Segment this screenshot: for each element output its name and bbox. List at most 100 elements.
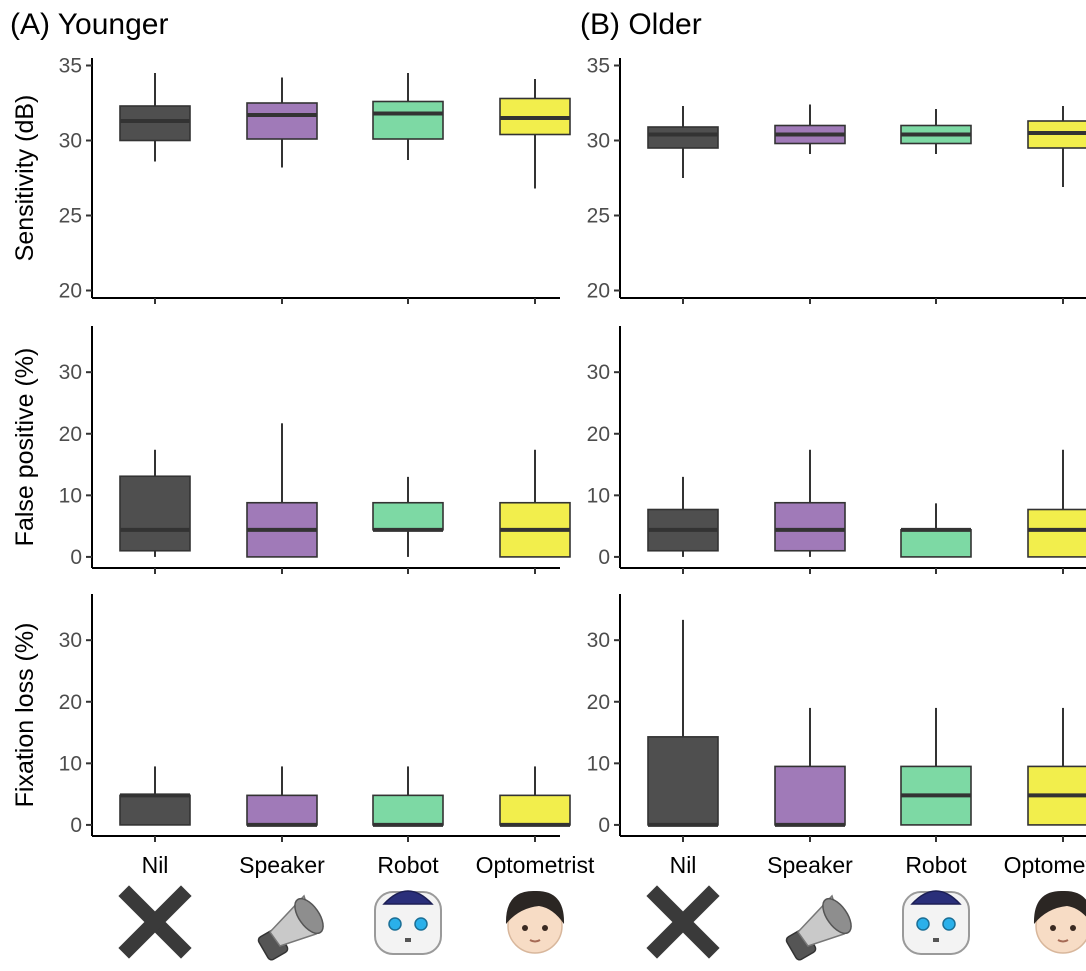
person-icon bbox=[1033, 890, 1086, 954]
box-optometrist bbox=[499, 449, 571, 558]
speaker-icon bbox=[257, 894, 324, 961]
box-body bbox=[119, 794, 191, 826]
box-body bbox=[647, 736, 719, 826]
box-body bbox=[774, 765, 846, 826]
person-hair bbox=[505, 890, 565, 924]
box-nil bbox=[647, 619, 719, 827]
plot-area: Sensitivity (dB) 20 25 30 35 20 25 30 35 False po… bbox=[11, 55, 1086, 878]
box-body bbox=[372, 501, 444, 531]
y-tick-label: 25 bbox=[587, 205, 610, 228]
category-label-robot: Robot bbox=[377, 852, 439, 878]
box-body bbox=[774, 501, 846, 552]
person-eye bbox=[522, 925, 528, 931]
speaker-rim bbox=[822, 897, 852, 935]
box-robot bbox=[900, 503, 972, 558]
robot-cap bbox=[910, 890, 962, 905]
y-tick-label: 0 bbox=[598, 546, 610, 569]
box-speaker bbox=[774, 449, 846, 557]
x-mark-stroke bbox=[118, 885, 192, 959]
box-nil bbox=[647, 106, 719, 178]
box-body bbox=[119, 105, 191, 142]
category-label-optometrist: Optometrist bbox=[476, 852, 595, 878]
y-tick-label: 0 bbox=[70, 814, 82, 837]
panel-r1-c1: 0 10 20 30 bbox=[587, 326, 1086, 574]
category-label-nil: Nil bbox=[670, 852, 697, 878]
box-body bbox=[246, 102, 318, 140]
y-tick-label: 0 bbox=[70, 546, 82, 569]
y-tick-label: 10 bbox=[59, 484, 82, 507]
box-optometrist bbox=[1027, 707, 1086, 826]
robot-mouth bbox=[405, 938, 411, 942]
y-tick-label: 20 bbox=[59, 691, 82, 714]
speaker-rim bbox=[294, 897, 324, 935]
box-speaker bbox=[246, 766, 318, 827]
y-tick-label: 30 bbox=[587, 361, 610, 384]
person-eye bbox=[1070, 925, 1076, 931]
box-body bbox=[499, 794, 571, 826]
robot-eye bbox=[388, 917, 402, 931]
box-robot bbox=[900, 707, 972, 826]
box-optometrist bbox=[1027, 449, 1086, 558]
panel-title-older: (B) Older bbox=[580, 8, 702, 41]
y-axis-label: Sensitivity (dB) bbox=[11, 95, 39, 262]
y-tick-label: 25 bbox=[59, 205, 82, 228]
x-mark-stroke bbox=[646, 885, 720, 959]
panel-r0-c1: 20 25 30 35 bbox=[587, 55, 1086, 304]
box-robot bbox=[372, 476, 444, 557]
person-eye bbox=[1050, 925, 1056, 931]
box-nil bbox=[119, 766, 191, 826]
panel-r0-c0: 20 25 30 35 bbox=[59, 55, 571, 304]
box-body bbox=[372, 100, 444, 140]
y-tick-label: 10 bbox=[587, 752, 610, 775]
box-speaker bbox=[246, 77, 318, 168]
box-body bbox=[372, 794, 444, 826]
speaker-icon bbox=[785, 894, 852, 961]
box-body bbox=[900, 529, 972, 558]
box-optometrist bbox=[499, 79, 571, 189]
person-hair bbox=[1033, 890, 1086, 924]
robot-eye bbox=[942, 917, 956, 931]
y-tick-label: 35 bbox=[587, 55, 610, 78]
box-nil bbox=[119, 73, 191, 162]
y-tick-label: 20 bbox=[587, 423, 610, 446]
panel-title-younger: (A) Younger bbox=[10, 8, 168, 41]
y-tick-label: 30 bbox=[59, 629, 82, 652]
box-body bbox=[647, 126, 719, 149]
robot-cap bbox=[382, 890, 434, 905]
y-tick-label: 0 bbox=[598, 814, 610, 837]
robot-eye bbox=[916, 917, 930, 931]
y-tick-label: 30 bbox=[59, 130, 82, 153]
person-mouth bbox=[529, 939, 541, 943]
box-nil bbox=[647, 476, 719, 557]
box-robot bbox=[372, 766, 444, 827]
box-speaker bbox=[774, 707, 846, 827]
box-robot bbox=[372, 73, 444, 160]
box-body bbox=[246, 794, 318, 826]
y-axis-label: False positive (%) bbox=[11, 348, 39, 547]
category-label-optometrist: Optometrist bbox=[1004, 852, 1086, 878]
box-optometrist bbox=[499, 766, 571, 827]
category-label-nil: Nil bbox=[142, 852, 169, 878]
x-mark-icon bbox=[646, 885, 720, 959]
x-mark-icon bbox=[118, 885, 192, 959]
person-mouth bbox=[1057, 939, 1069, 943]
box-body bbox=[1027, 508, 1086, 558]
y-tick-label: 30 bbox=[587, 130, 610, 153]
panel-r2-c0: 0 10 20 30 Nil Speaker Robot Optometrist bbox=[59, 594, 595, 878]
box-speaker bbox=[774, 104, 846, 154]
y-tick-label: 20 bbox=[59, 423, 82, 446]
robot-icon bbox=[374, 890, 442, 955]
y-tick-label: 30 bbox=[59, 361, 82, 384]
box-robot bbox=[900, 109, 972, 154]
box-speaker bbox=[246, 423, 318, 558]
y-axis-label: Fixation loss (%) bbox=[11, 623, 39, 808]
y-tick-label: 30 bbox=[587, 629, 610, 652]
category-label-robot: Robot bbox=[905, 852, 967, 878]
y-tick-label: 10 bbox=[59, 752, 82, 775]
box-optometrist bbox=[1027, 106, 1086, 187]
robot-mouth bbox=[933, 938, 939, 942]
panel-r2-c1: 0 10 20 30 Nil Speaker Robot Optometrist bbox=[587, 594, 1086, 878]
y-tick-label: 20 bbox=[59, 280, 82, 303]
